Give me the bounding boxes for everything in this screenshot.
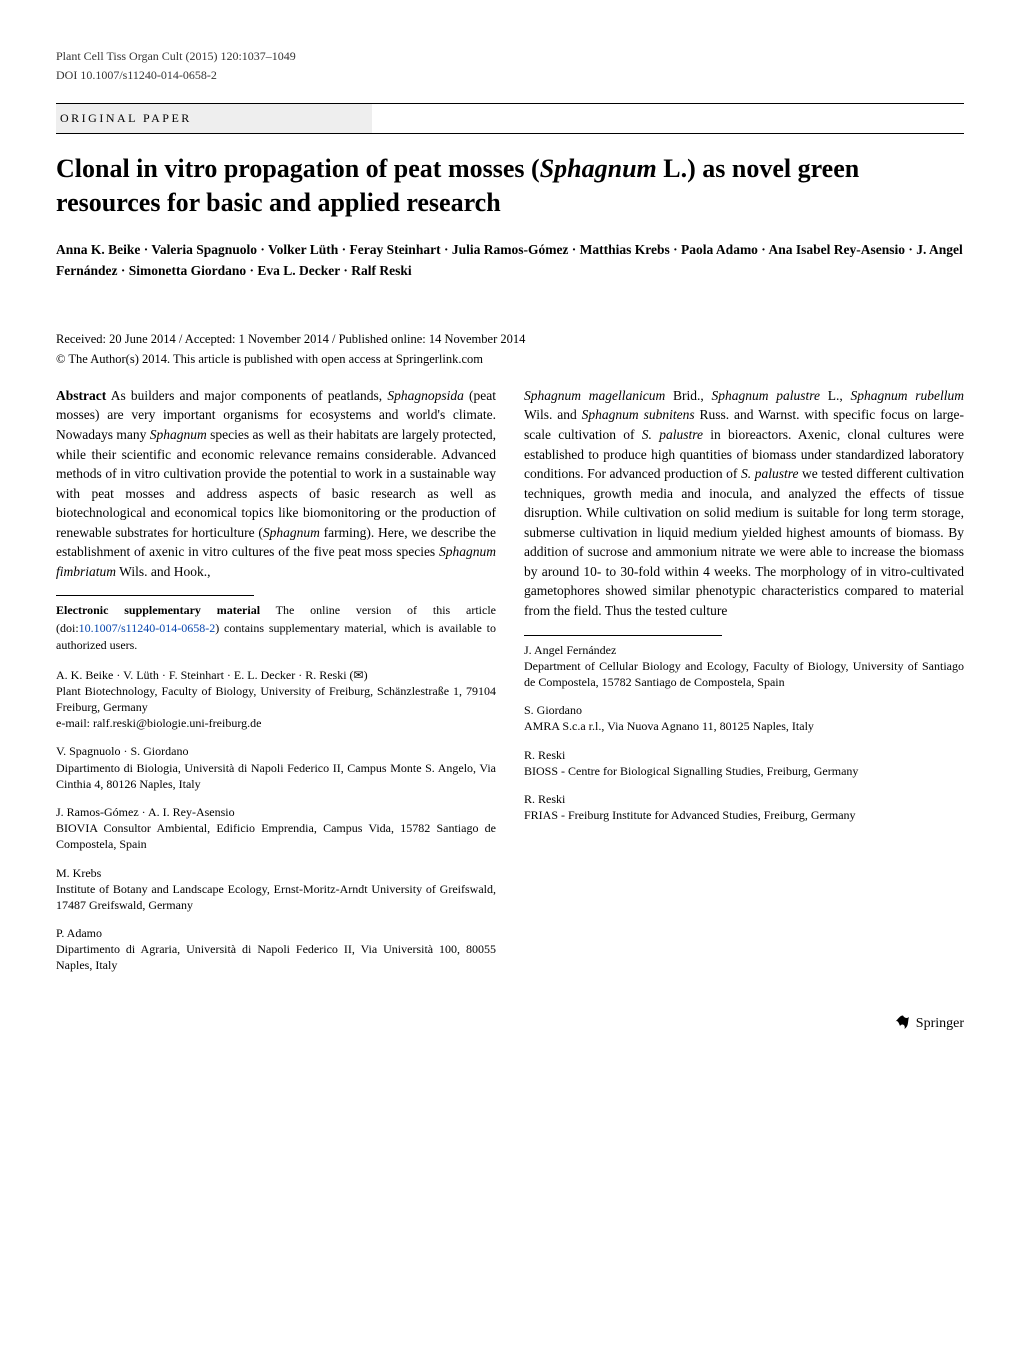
affiliation-text: BIOVIA Consultor Ambiental, Edificio Emp…	[56, 820, 496, 852]
affiliation-authors: M. Krebs	[56, 865, 496, 881]
affiliation-block: S. GiordanoAMRA S.c.a r.l., Via Nuova Ag…	[524, 702, 964, 734]
affiliation-text: e-mail: ralf.reski@biologie.uni-freiburg…	[56, 715, 496, 731]
affil-right-rule	[524, 635, 722, 636]
affiliation-block: V. Spagnuolo · S. GiordanoDipartimento d…	[56, 743, 496, 792]
esm-block: Electronic supplementary material The on…	[56, 602, 496, 654]
affiliation-authors: R. Reski	[524, 791, 964, 807]
abs-l-8: Wils. and Hook.,	[116, 564, 210, 579]
title-pre: Clonal in vitro propagation of peat moss…	[56, 154, 540, 183]
dates-line: Received: 20 June 2014 / Accepted: 1 Nov…	[56, 330, 964, 348]
abs-l-5: Sphagnum	[263, 525, 320, 540]
rule-bottom	[56, 133, 964, 134]
abs-r-0: Sphagnum magellanicum	[524, 388, 665, 403]
affiliation-block: R. ReskiFRIAS - Freiburg Institute for A…	[524, 791, 964, 823]
abstract-continuation: Sphagnum magellanicum Brid., Sphagnum pa…	[524, 386, 964, 621]
affiliation-block: J. Ramos-Gómez · A. I. Rey-AsensioBIOVIA…	[56, 804, 496, 853]
abs-r-6: Sphagnum subnitens	[582, 407, 695, 422]
springer-logo-icon	[894, 1014, 912, 1032]
esm-doi-link[interactable]: 10.1007/s11240-014-0658-2	[79, 621, 216, 635]
abs-r-4: Sphagnum rubellum	[851, 388, 965, 403]
abs-r-11: we tested different cultivation techniqu…	[524, 466, 964, 618]
paper-type: ORIGINAL PAPER	[56, 104, 372, 133]
abstract-paragraph: Abstract As builders and major component…	[56, 386, 496, 582]
abs-l-4: species as well as their habitats are la…	[56, 427, 496, 540]
paper-title: Clonal in vitro propagation of peat moss…	[56, 152, 964, 220]
affiliation-text: Dipartimento di Biologia, Università di …	[56, 760, 496, 792]
affiliation-text: Dipartimento di Agraria, Università di N…	[56, 941, 496, 973]
abs-l-0: As builders and major components of peat…	[106, 388, 387, 403]
abs-r-1: Brid.,	[665, 388, 711, 403]
affiliation-text: Plant Biotechnology, Faculty of Biology,…	[56, 683, 496, 715]
affiliation-text: AMRA S.c.a r.l., Via Nuova Agnano 11, 80…	[524, 718, 964, 734]
affiliation-block: R. ReskiBIOSS - Centre for Biological Si…	[524, 747, 964, 779]
affiliation-block: J. Angel FernándezDepartment of Cellular…	[524, 642, 964, 691]
two-column-body: Abstract As builders and major component…	[56, 386, 964, 986]
affiliation-text: Institute of Botany and Landscape Ecolog…	[56, 881, 496, 913]
abs-l-1: Sphagnopsida	[387, 388, 464, 403]
affiliation-authors: A. K. Beike · V. Lüth · F. Steinhart · E…	[56, 667, 496, 683]
abstract-label: Abstract	[56, 388, 106, 403]
right-column: Sphagnum magellanicum Brid., Sphagnum pa…	[524, 386, 964, 986]
abs-l-3: Sphagnum	[150, 427, 207, 442]
abs-r-3: L.,	[820, 388, 851, 403]
affiliation-text: FRIAS - Freiburg Institute for Advanced …	[524, 807, 964, 823]
title-italic: Sphagnum	[540, 154, 657, 183]
publisher-name: Springer	[916, 1016, 964, 1031]
journal-ref: Plant Cell Tiss Organ Cult (2015) 120:10…	[56, 48, 964, 65]
esm-label: Electronic supplementary material	[56, 603, 260, 617]
left-column: Abstract As builders and major component…	[56, 386, 496, 986]
affiliation-text: BIOSS - Centre for Biological Signalling…	[524, 763, 964, 779]
abs-r-2: Sphagnum palustre	[712, 388, 821, 403]
affiliation-authors: S. Giordano	[524, 702, 964, 718]
affiliation-block: P. AdamoDipartimento di Agraria, Univers…	[56, 925, 496, 974]
copyright-line: © The Author(s) 2014. This article is pu…	[56, 350, 964, 368]
affiliation-authors: J. Angel Fernández	[524, 642, 964, 658]
affiliation-authors: V. Spagnuolo · S. Giordano	[56, 743, 496, 759]
affiliation-authors: P. Adamo	[56, 925, 496, 941]
affiliation-block: A. K. Beike · V. Lüth · F. Steinhart · E…	[56, 667, 496, 732]
abs-r-5: Wils. and	[524, 407, 582, 422]
esm-rule	[56, 595, 254, 596]
doi: DOI 10.1007/s11240-014-0658-2	[56, 67, 964, 84]
abs-r-10: S. palustre	[741, 466, 798, 481]
affiliation-text: Department of Cellular Biology and Ecolo…	[524, 658, 964, 690]
abs-r-8: S. palustre	[642, 427, 703, 442]
footer: Springer	[56, 1014, 964, 1034]
affiliation-block: M. KrebsInstitute of Botany and Landscap…	[56, 865, 496, 914]
affiliation-authors: J. Ramos-Gómez · A. I. Rey-Asensio	[56, 804, 496, 820]
affiliation-authors: R. Reski	[524, 747, 964, 763]
affiliations-right: J. Angel FernándezDepartment of Cellular…	[524, 642, 964, 824]
authors-line: Anna K. Beike · Valeria Spagnuolo · Volk…	[56, 240, 964, 282]
affiliations-left: A. K. Beike · V. Lüth · F. Steinhart · E…	[56, 667, 496, 974]
